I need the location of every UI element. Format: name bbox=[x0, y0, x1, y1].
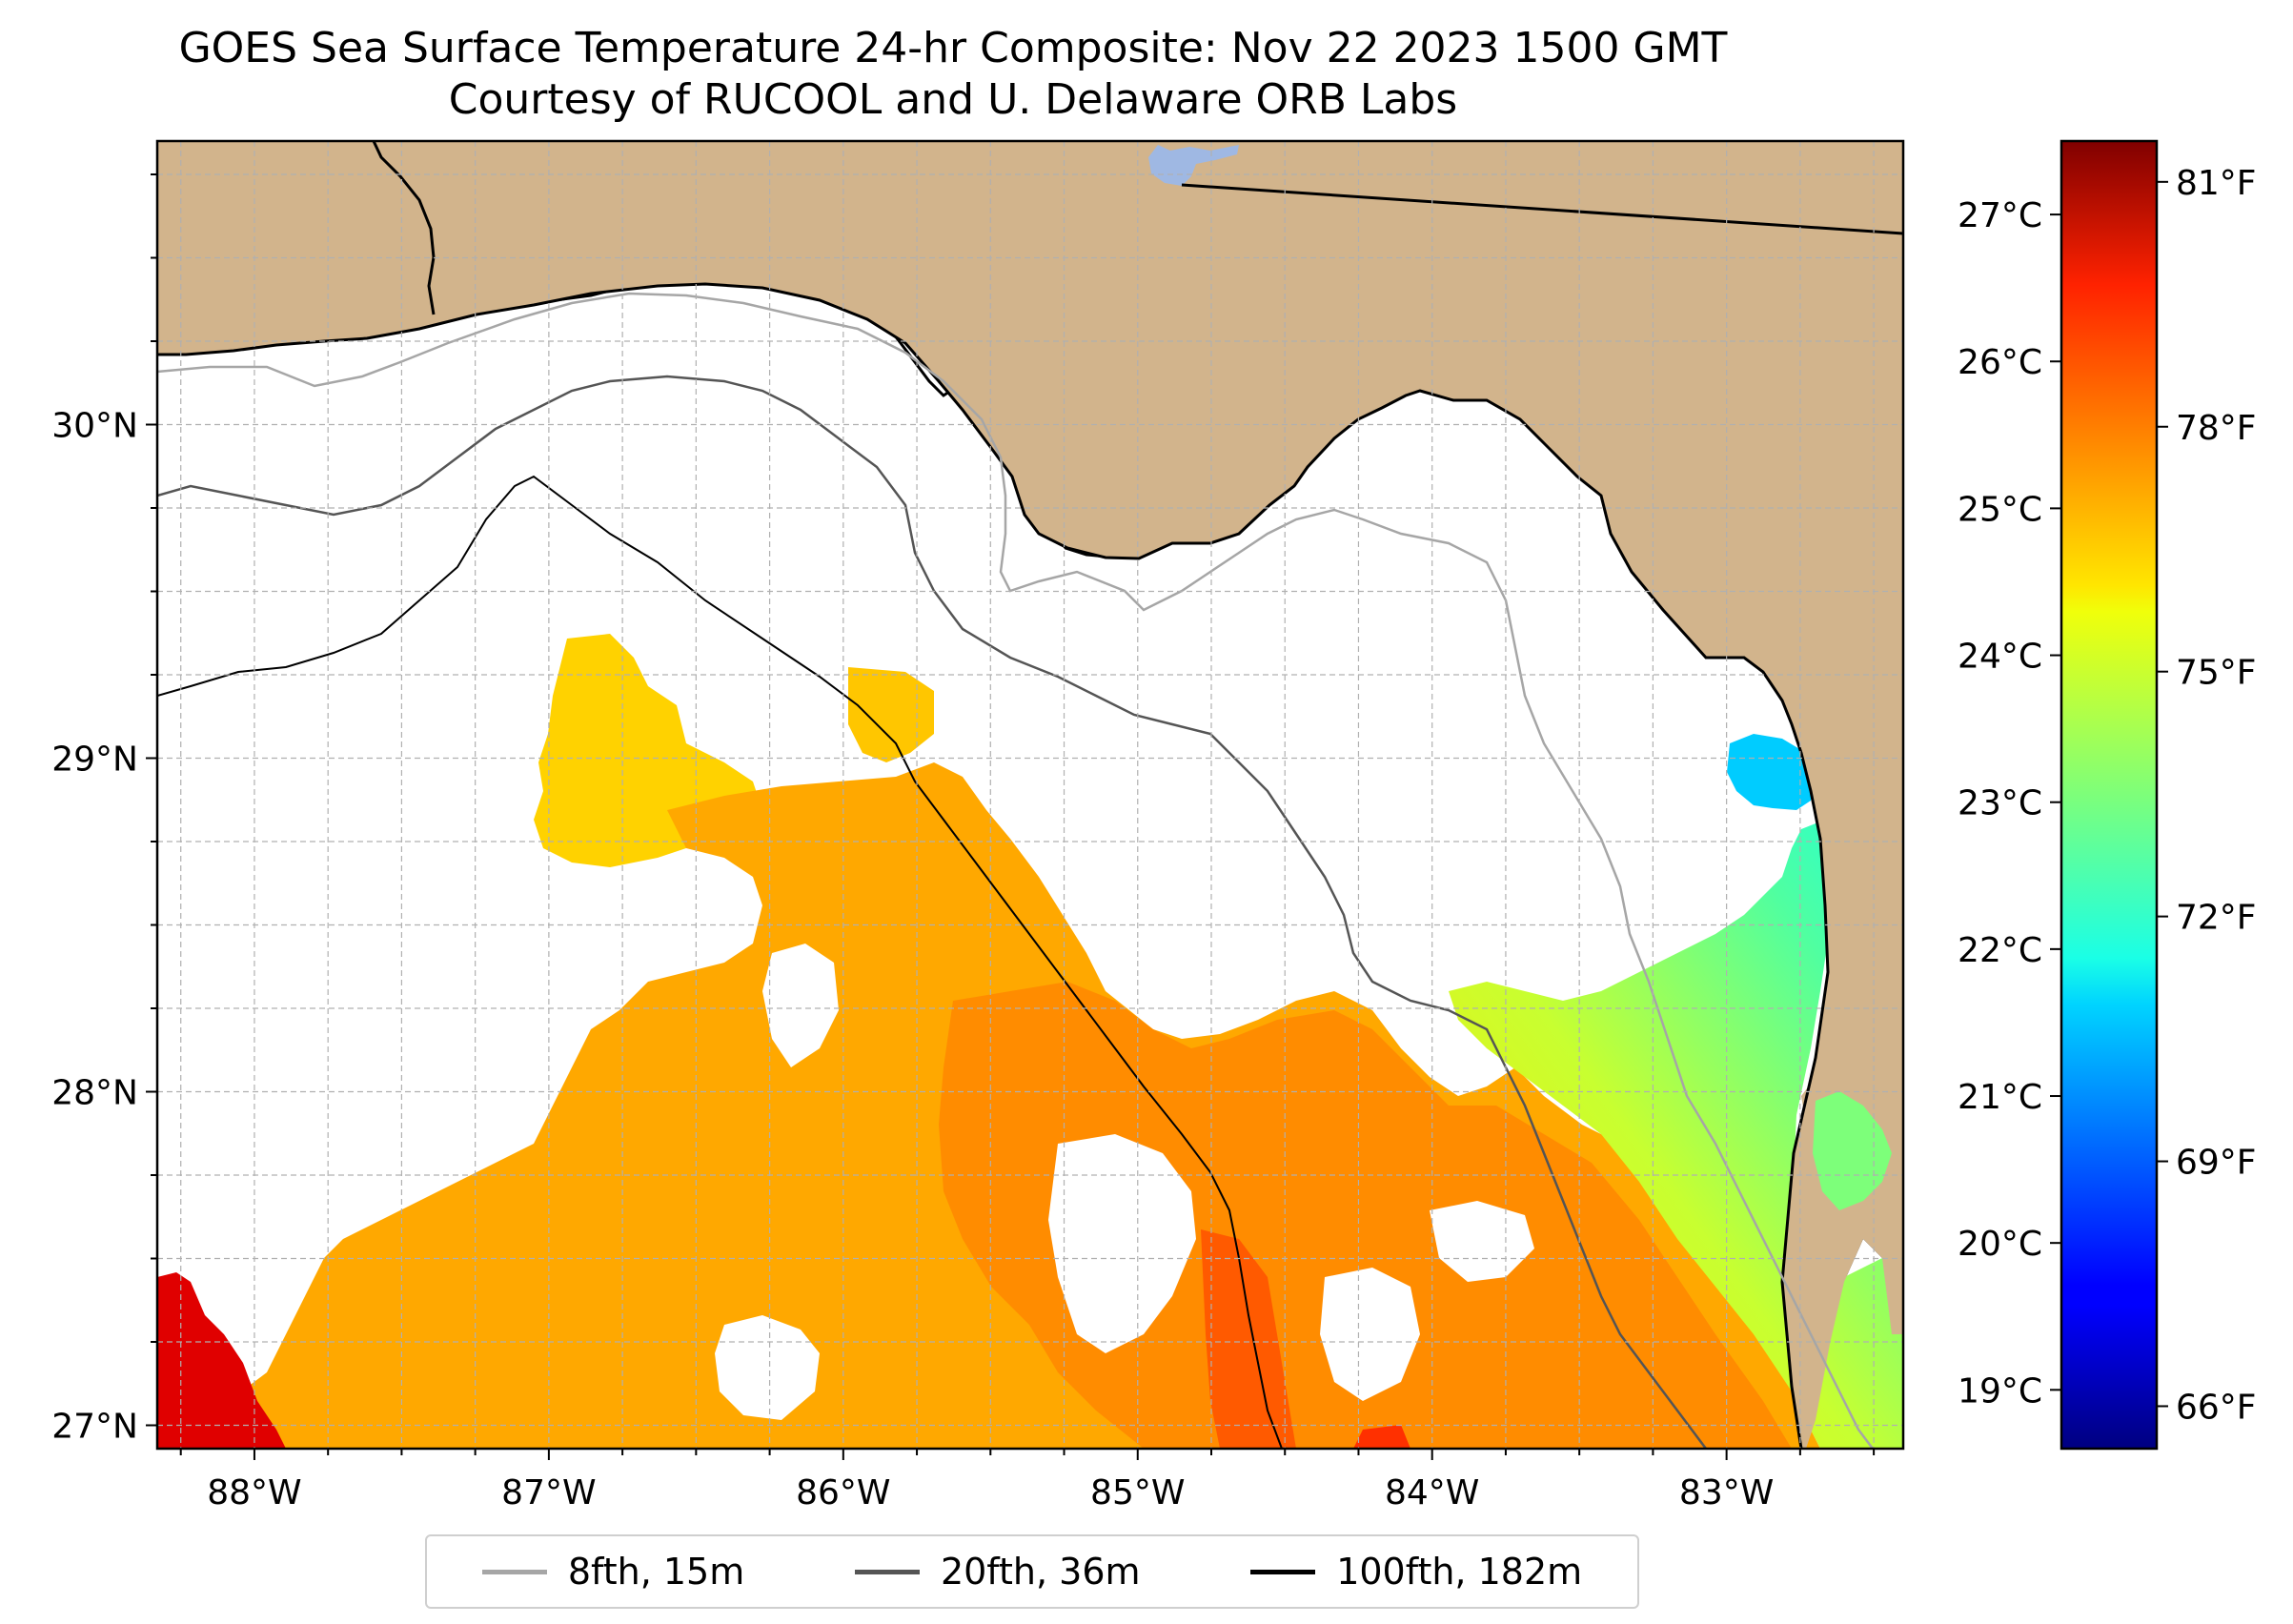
sst-patch-red-southwest bbox=[157, 1272, 286, 1449]
sst-patch-cool-cyan bbox=[1727, 734, 1816, 810]
legend-line-36m bbox=[854, 1569, 920, 1574]
celsius-tick-label: 24°C bbox=[1958, 638, 2042, 677]
map-area bbox=[157, 141, 1903, 1449]
fahrenheit-tick-label: 72°F bbox=[2176, 899, 2257, 938]
celsius-tick-label: 21°C bbox=[1958, 1078, 2042, 1117]
legend-item-36m: 20fth, 36m bbox=[854, 1551, 1141, 1593]
state-border-ms-al bbox=[372, 141, 436, 315]
lat-tick-label: 27°N bbox=[51, 1408, 138, 1447]
lake-seminole bbox=[1148, 145, 1239, 186]
cloud-gap-3 bbox=[1048, 1134, 1196, 1353]
lon-tick-label: 87°W bbox=[501, 1473, 596, 1512]
legend-label-36m: 20fth, 36m bbox=[940, 1551, 1141, 1593]
celsius-tick-label: 26°C bbox=[1958, 343, 2042, 382]
celsius-tick-label: 20°C bbox=[1958, 1225, 2042, 1264]
cloud-gap-5 bbox=[1430, 1201, 1534, 1282]
fahrenheit-tick-label: 75°F bbox=[2176, 654, 2257, 693]
green-coastal-patch bbox=[1813, 1091, 1892, 1210]
sst-patch-red-south bbox=[1353, 1425, 1410, 1449]
sst-patch-red-edge bbox=[1201, 1229, 1296, 1449]
isobath-legend: 8fth, 15m 20fth, 36m 100fth, 182m bbox=[425, 1534, 1639, 1609]
lat-tick-label: 29°N bbox=[51, 741, 138, 780]
lon-tick-label: 85°W bbox=[1090, 1473, 1185, 1512]
map-axes: 88°W 87°W 86°W 85°W 84°W 83°W 27°N 28°N 29°N 30°N bbox=[51, 173, 1876, 1512]
legend-item-182m: 100fth, 182m bbox=[1250, 1551, 1582, 1593]
map-subtitle: Courtesy of RUCOOL and U. Delaware ORB L… bbox=[448, 75, 1458, 124]
legend-line-15m bbox=[481, 1569, 547, 1574]
isobath-182m bbox=[157, 475, 1283, 1449]
map-frame bbox=[155, 139, 1905, 1451]
state-border bbox=[1181, 183, 1903, 235]
celsius-tick-label: 27°C bbox=[1958, 196, 2042, 235]
legend-label-15m: 8fth, 15m bbox=[567, 1551, 745, 1593]
lat-tick-label: 28°N bbox=[51, 1074, 138, 1113]
legend-line-182m bbox=[1250, 1569, 1316, 1574]
fahrenheit-tick-label: 78°F bbox=[2176, 409, 2257, 448]
legend-item-15m: 8fth, 15m bbox=[481, 1551, 745, 1593]
lon-tick-label: 84°W bbox=[1385, 1473, 1479, 1512]
graticule bbox=[157, 141, 1903, 1449]
isobath-15m bbox=[157, 292, 1874, 1449]
coastline bbox=[157, 282, 1830, 1449]
fahrenheit-tick-label: 69°F bbox=[2176, 1144, 2257, 1183]
lon-tick-label: 86°W bbox=[796, 1473, 890, 1512]
legend-label-182m: 100fth, 182m bbox=[1336, 1551, 1583, 1593]
fahrenheit-tick-label: 81°F bbox=[2176, 164, 2257, 203]
cloud-gap-4 bbox=[1320, 1268, 1420, 1401]
sst-patch-warm-east bbox=[848, 667, 934, 762]
lon-tick-label: 88°W bbox=[207, 1473, 301, 1512]
lon-tick-label: 83°W bbox=[1679, 1473, 1774, 1512]
colorbar-ticks: 19°C 20°C 21°C 22°C 23°C 24°C 25°C 26°C 27°C 66°F… bbox=[1958, 164, 2256, 1428]
celsius-tick-label: 23°C bbox=[1958, 784, 2042, 823]
lat-tick-label: 30°N bbox=[51, 407, 138, 446]
sst-map: 88°W 87°W 86°W 85°W 84°W 83°W 27°N 28°N 29°N 30°N… bbox=[51, 139, 2257, 1512]
celsius-tick-label: 25°C bbox=[1958, 490, 2042, 529]
isobath-36m bbox=[157, 375, 1707, 1449]
map-title: GOES Sea Surface Temperature 24-hr Compo… bbox=[178, 24, 1728, 72]
fahrenheit-tick-label: 66°F bbox=[2176, 1388, 2257, 1427]
colorbar bbox=[2060, 139, 2159, 1451]
celsius-tick-label: 22°C bbox=[1958, 931, 2042, 970]
celsius-tick-label: 19°C bbox=[1958, 1371, 2042, 1411]
cloud-gap-1 bbox=[762, 944, 839, 1067]
